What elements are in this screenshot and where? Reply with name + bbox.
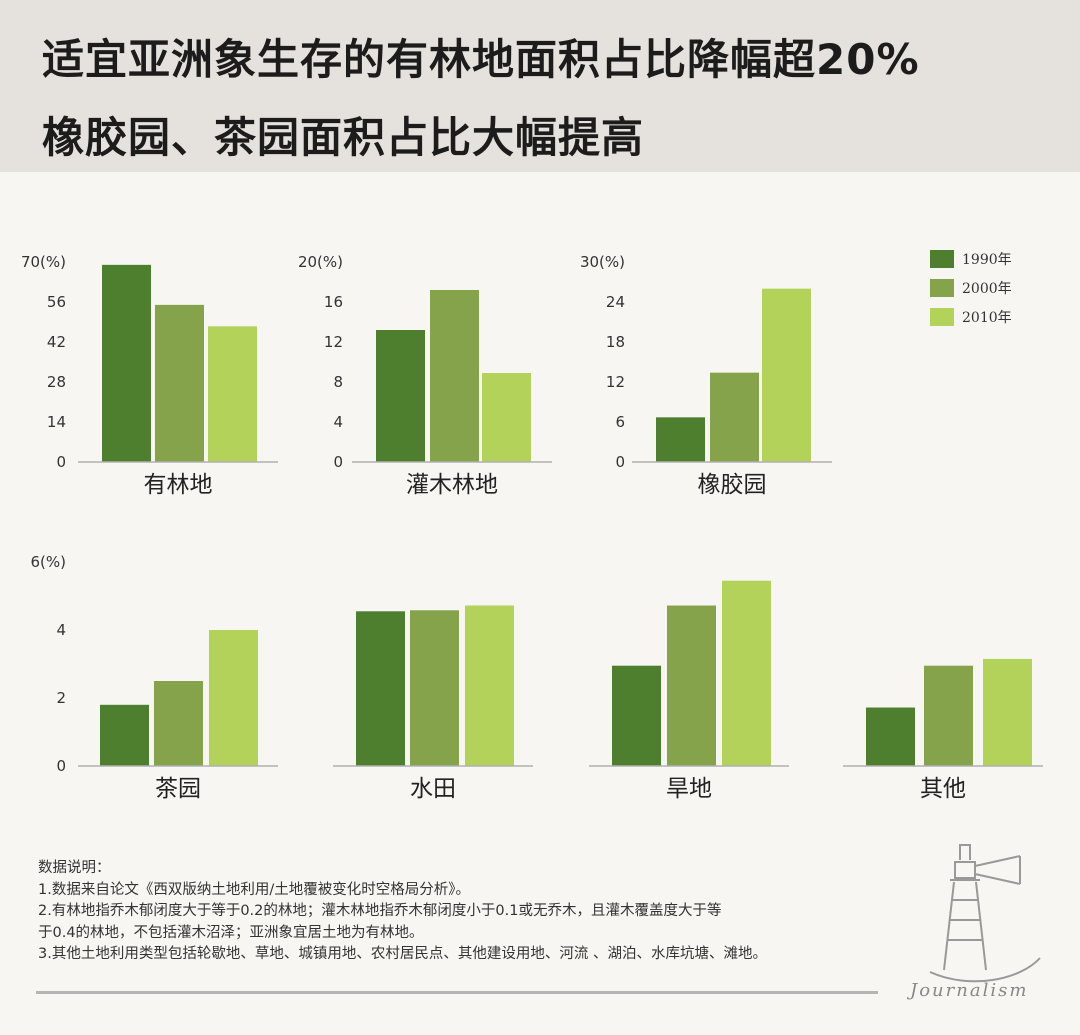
legend-swatch: [930, 279, 954, 297]
bar-2000年: [410, 610, 459, 766]
chart-其他: 其他: [843, 658, 1043, 802]
bar-1990年: [376, 330, 425, 462]
legend-label: 2000年: [962, 281, 1012, 297]
ytick-label: 28: [47, 373, 66, 391]
ytick-label: 56: [47, 293, 66, 311]
notes-line-1: 1.数据来自论文《西双版纳土地利用/土地覆被变化时空格局分析》。: [38, 881, 470, 898]
ytick-label: 6: [615, 413, 625, 431]
ytick-label: 0: [333, 453, 343, 471]
chart-茶园: 6(%) 4 2 0 茶园: [30, 553, 278, 802]
legend-swatch: [930, 250, 954, 268]
bar-1990年: [656, 417, 705, 462]
bar-1990年: [100, 704, 149, 766]
chart-橡胶园: 30(%) 24 18 12 6 0 橡胶园: [580, 253, 832, 498]
bar-2010年: [208, 326, 257, 462]
ytick-label: 0: [615, 453, 625, 471]
category-label: 其他: [920, 776, 966, 802]
bar-2000年: [430, 290, 479, 462]
page-title: 适宜亚洲象生存的有林地面积占比降幅超20%: [42, 35, 920, 84]
bar-2010年: [482, 373, 531, 462]
bar-1990年: [102, 264, 151, 462]
page-subtitle: 橡胶园、茶园面积占比大幅提高: [42, 113, 645, 162]
ytick-label: 20(%): [298, 253, 343, 271]
category-label: 橡胶园: [698, 472, 767, 498]
ytick-label: 0: [56, 757, 66, 775]
ytick-label: 16: [324, 293, 343, 311]
ytick-label: 4: [56, 621, 66, 639]
bar-2010年: [209, 630, 258, 766]
ytick-label: 4: [333, 413, 343, 431]
bar-2000年: [155, 304, 204, 462]
bar-2010年: [983, 658, 1032, 766]
ytick-label: 12: [324, 333, 343, 351]
bar-2010年: [762, 288, 811, 462]
legend-label: 2010年: [962, 310, 1012, 326]
bar-2000年: [710, 372, 759, 462]
ytick-label: 24: [606, 293, 625, 311]
logo-text: Journalism: [906, 980, 1028, 1001]
legend-swatch: [930, 308, 954, 326]
ytick-label: 30(%): [580, 253, 625, 271]
data-notes: 数据说明： 1.数据来自论文《西双版纳土地利用/土地覆被变化时空格局分析》。 2…: [38, 858, 898, 966]
ytick-label: 18: [606, 333, 625, 351]
bar-2000年: [154, 681, 203, 766]
bar-2000年: [667, 605, 716, 766]
category-label: 旱地: [666, 776, 712, 802]
legend: 1990年 2000年 2010年: [930, 250, 1012, 326]
ytick-label: 2: [56, 689, 66, 707]
bar-2000年: [924, 665, 973, 766]
ytick-label: 8: [333, 373, 343, 391]
bar-2010年: [722, 580, 771, 766]
bar-2010年: [465, 605, 514, 766]
notes-line-3: 于0.4的林地，不包括灌木沼泽；亚洲象宜居土地为有林地。: [38, 924, 424, 941]
ytick-label: 6(%): [30, 553, 66, 571]
chart-有林地: 70(%) 56 42 28 14 0 有林地: [21, 253, 278, 498]
bar-1990年: [612, 665, 661, 766]
bar-1990年: [356, 611, 405, 766]
category-label: 有林地: [144, 472, 213, 498]
legend-label: 1990年: [962, 252, 1012, 268]
category-label: 灌木林地: [406, 472, 498, 498]
lighthouse-icon: Journalism: [906, 844, 1041, 1001]
header-banner: 适宜亚洲象生存的有林地面积占比降幅超20% 橡胶园、茶园面积占比大幅提高: [0, 0, 1080, 172]
notes-line-2: 2.有林地指乔木郁闭度大于等于0.2的林地；灌木林地指乔木郁闭度小于0.1或无乔…: [38, 903, 722, 919]
bar-1990年: [866, 707, 915, 766]
ytick-label: 12: [606, 373, 625, 391]
category-label: 水田: [410, 776, 456, 802]
chart-水田: 水田: [333, 605, 533, 802]
ytick-label: 42: [47, 333, 66, 351]
notes-line-4: 3.其他土地利用类型包括轮歇地、草地、城镇用地、农村居民点、其他建设用地、河流 …: [38, 946, 767, 962]
ytick-label: 70(%): [21, 253, 66, 271]
ytick-label: 0: [56, 453, 66, 471]
ytick-label: 14: [47, 413, 66, 431]
bar-charts: 70(%)564228140有林地20(%)1612840灌木林地30(%)24…: [21, 250, 1043, 802]
category-label: 茶园: [155, 776, 201, 802]
chart-灌木林地: 20(%) 16 12 8 4 0 灌木林地: [298, 253, 552, 498]
chart-旱地: 旱地: [589, 580, 789, 802]
notes-heading: 数据说明：: [38, 860, 111, 876]
bottom-divider: [36, 991, 878, 994]
